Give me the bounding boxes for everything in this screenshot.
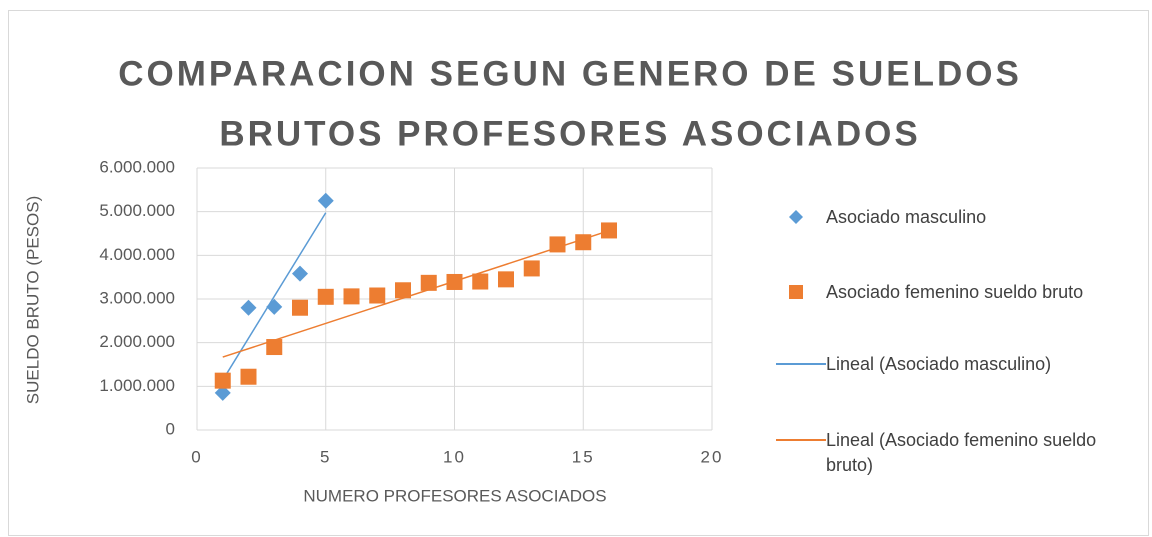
x-tick-label: 20 [701,447,724,466]
point [601,222,617,239]
point [420,274,437,291]
x-tick-label: 5 [320,447,331,466]
trendline [222,230,610,358]
legend-marker [789,285,803,299]
y-tick-label: 6.000.000 [99,157,175,176]
point [240,299,257,316]
point [292,299,308,316]
legend-label: Lineal (Asociado masculino) [826,354,1052,374]
y-tick-label: 3.000.000 [99,288,175,307]
point [523,260,540,277]
point [317,192,334,209]
legend-marker [789,210,803,224]
point [395,282,411,299]
legend-label: Lineal (Asociado femenino sueldo bruto) [826,430,1097,475]
y-tick-label: 4.000.000 [99,245,175,264]
y-tick-label: 1.000.000 [99,376,175,395]
point [214,384,231,401]
chart-title: COMPARACION SEGUN GENERO DE SUELDOS [118,54,1022,93]
y-tick-label: 0 [166,419,175,438]
y-tick-label: 2.000.000 [99,332,175,351]
x-axis-title: NUMERO PROFESORES ASOCIADOS [303,486,606,505]
point [575,234,592,251]
y-axis-title: SUELDO BRUTO (PESOS) [23,196,42,404]
point [214,372,231,389]
y-tick-label: 5.000.000 [99,201,175,220]
chart-border [8,10,1149,536]
point [549,236,566,253]
x-tick-label: 10 [443,447,466,466]
point [498,271,514,288]
point [369,287,386,304]
x-tick-label: 0 [191,447,202,466]
point [446,273,463,290]
point [266,298,283,315]
legend-label: Asociado masculino [826,207,987,227]
x-tick-label: 15 [572,447,595,466]
point [292,265,308,282]
point [343,288,360,305]
point [240,368,257,385]
legend-label: Asociado femenino sueldo bruto [826,282,1084,302]
point [472,273,489,290]
point [266,339,283,356]
chart-title: BRUTOS PROFESORES ASOCIADOS [219,114,920,153]
point [317,288,334,305]
